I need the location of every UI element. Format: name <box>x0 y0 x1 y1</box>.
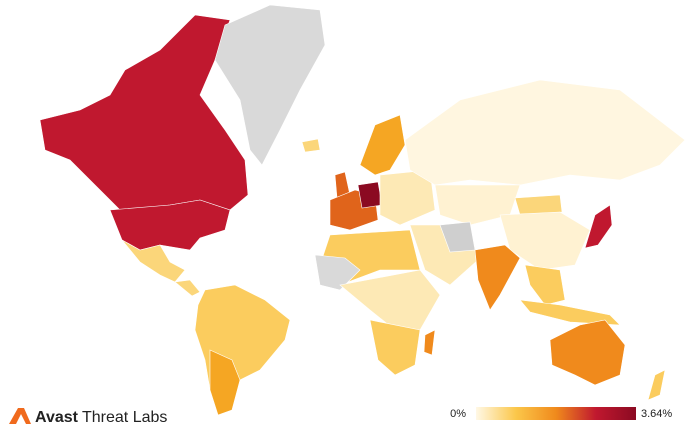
germany <box>357 181 383 209</box>
india <box>474 244 521 311</box>
legend-max-label: 3.64% <box>641 408 672 420</box>
indonesia <box>519 299 621 326</box>
australia <box>549 319 626 386</box>
central-asia <box>434 184 521 226</box>
argentina-chile <box>209 349 241 416</box>
logo-brand: Avast <box>35 409 79 426</box>
legend-min-label: 0% <box>450 408 466 420</box>
southern-africa <box>369 319 421 376</box>
sahel <box>314 254 361 291</box>
central-america <box>174 279 201 297</box>
southeast-asia <box>524 264 566 306</box>
logo-product: Threat Labs <box>82 409 167 426</box>
mexico <box>121 239 186 283</box>
world-map <box>39 4 686 416</box>
greenland <box>214 4 326 166</box>
legend-bar <box>476 407 636 420</box>
logo-icon <box>9 408 31 424</box>
scandinavia <box>359 114 406 176</box>
japan <box>584 204 613 249</box>
iceland <box>301 138 321 153</box>
south-america <box>194 284 291 416</box>
madagascar <box>423 329 436 356</box>
mongolia <box>514 194 563 216</box>
canada <box>39 14 249 211</box>
new-zealand <box>647 369 666 401</box>
logo: Avast Threat Labs <box>9 408 167 426</box>
russia <box>404 79 686 186</box>
